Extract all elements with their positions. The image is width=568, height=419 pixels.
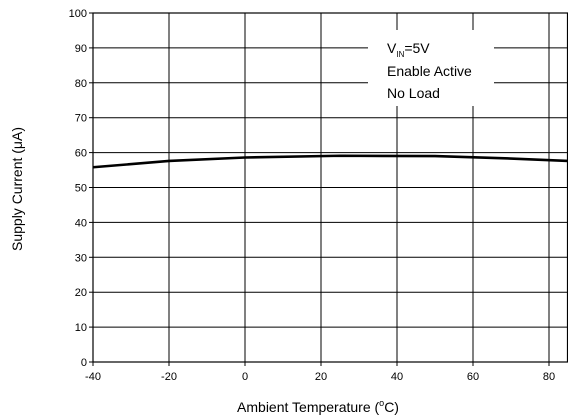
x-axis-title: Ambient Temperature (oC) bbox=[237, 398, 399, 415]
y-tick-label-70: 70 bbox=[75, 113, 87, 125]
series-lines bbox=[92, 154, 568, 169]
x-tick-labels: -40 -20 0 20 40 60 80 bbox=[85, 371, 555, 383]
y-tick-label-90: 90 bbox=[75, 43, 87, 55]
y-tick-label-10: 10 bbox=[75, 322, 87, 334]
y-tick-label-50: 50 bbox=[75, 183, 87, 195]
y-tick-label-0: 0 bbox=[81, 357, 87, 369]
y-tick-labels: 0 10 20 30 40 50 60 70 80 90 100 bbox=[69, 8, 87, 369]
annotation-enable-active: Enable Active bbox=[387, 63, 472, 79]
x-tick-label-80: 80 bbox=[543, 371, 555, 383]
y-tick-label-20: 20 bbox=[75, 287, 87, 299]
annotation-vin: VIN=5V bbox=[387, 40, 430, 59]
y-tick-label-60: 60 bbox=[75, 148, 87, 160]
annotation-background bbox=[368, 30, 494, 106]
y-tick-label-40: 40 bbox=[75, 217, 87, 229]
annotation-no-load: No Load bbox=[387, 85, 440, 101]
x-tick-label--20: -20 bbox=[161, 371, 177, 383]
x-tick-label-0: 0 bbox=[242, 371, 248, 383]
y-axis-title: Supply Current (μA) bbox=[9, 127, 25, 251]
y-tick-label-80: 80 bbox=[75, 78, 87, 90]
grid-lines bbox=[89, 12, 568, 366]
x-tick-label-60: 60 bbox=[467, 371, 479, 383]
series-line-0 bbox=[92, 154, 568, 169]
x-tick-label-40: 40 bbox=[391, 371, 403, 383]
y-tick-label-100: 100 bbox=[69, 8, 87, 20]
x-tick-label--40: -40 bbox=[85, 371, 101, 383]
y-tick-label-30: 30 bbox=[75, 252, 87, 264]
x-tick-label-20: 20 bbox=[315, 371, 327, 383]
